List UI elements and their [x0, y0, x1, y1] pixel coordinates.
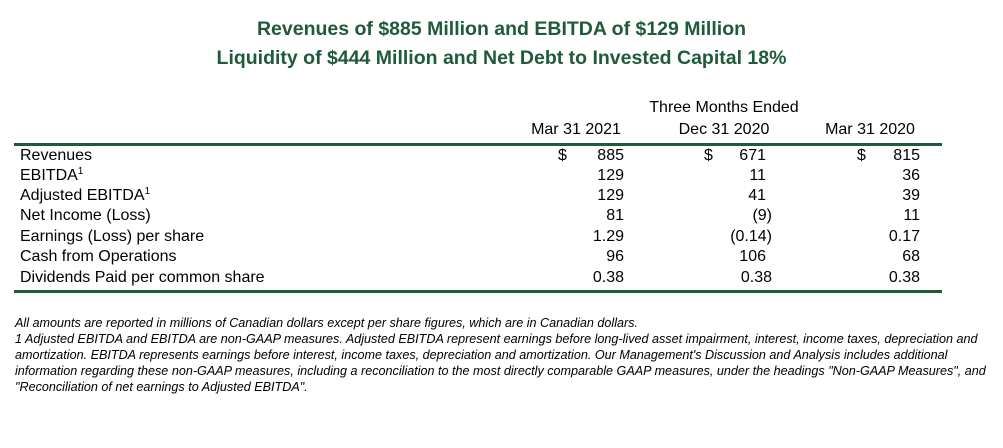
table-row-earnings-per-share: Earnings (Loss) per share 1.29 (0.14) 0.…: [0, 227, 1003, 247]
footnote-currency: All amounts are reported in millions of …: [15, 316, 639, 330]
cell-value: 885: [597, 147, 624, 164]
title-line-1: Revenues of $885 Million and EBITDA of $…: [256, 18, 747, 40]
currency-symbol: $: [857, 147, 866, 164]
cell-value: 129: [597, 187, 624, 204]
footnote-marker: 1: [144, 186, 151, 197]
table-row-dividends-paid: Dividends Paid per common share 0.38 0.3…: [0, 268, 1003, 288]
footnote-marker: 1: [77, 166, 84, 177]
row-label: EBITDA1: [20, 166, 84, 185]
cell-value: 81: [606, 207, 624, 224]
column-header-mar-2020: Mar 31 2020: [825, 121, 915, 138]
row-label: Revenues: [20, 147, 93, 164]
cell-value: 96: [606, 248, 624, 265]
table-row-cash-from-operations: Cash from Operations 96 106 68: [0, 247, 1003, 267]
table-row-revenues: Revenues $ 885 $ 671 $ 815: [0, 146, 1003, 166]
table-row-net-income: Net Income (Loss) 81 (9) 11: [0, 206, 1003, 226]
cell-value: (9): [752, 207, 772, 224]
column-header-dec-2020: Dec 31 2020: [678, 121, 770, 138]
row-label: Adjusted EBITDA1: [20, 186, 151, 205]
footnotes: All amounts are reported in millions of …: [15, 315, 1000, 395]
cell-value: 106: [739, 248, 766, 265]
cell-value: 68: [902, 248, 920, 265]
cell-value: 0.38: [592, 269, 624, 286]
row-label: Cash from Operations: [20, 248, 177, 265]
group-header-three-months-ended: Three Months Ended: [649, 99, 799, 116]
currency-symbol: $: [558, 147, 567, 164]
cell-value: 36: [902, 167, 920, 184]
cell-value: 1.29: [592, 228, 624, 245]
cell-value: 11: [749, 167, 766, 184]
currency-symbol: $: [704, 147, 713, 164]
cell-value: 41: [748, 187, 766, 204]
cell-value: 129: [597, 167, 624, 184]
column-header-mar-2021: Mar 31 2021: [531, 121, 621, 138]
title-line-2: Liquidity of $444 Million and Net Debt t…: [216, 47, 787, 69]
cell-value: 0.38: [888, 269, 920, 286]
table-top-rule: [14, 143, 942, 146]
cell-value: (0.14): [730, 228, 772, 245]
table-bottom-rule: [14, 290, 942, 293]
row-label: Net Income (Loss): [20, 207, 151, 224]
cell-value: 11: [903, 207, 920, 224]
table-row-ebitda: EBITDA1 129 11 36: [0, 166, 1003, 186]
footnote-non-gaap: 1 Adjusted EBITDA and EBITDA are non-GAA…: [15, 332, 986, 394]
row-label: Dividends Paid per common share: [20, 269, 265, 286]
table-row-adjusted-ebitda: Adjusted EBITDA1 129 41 39: [0, 186, 1003, 206]
cell-value: 0.17: [888, 228, 920, 245]
cell-value: 815: [893, 147, 920, 164]
cell-value: 39: [902, 187, 920, 204]
cell-value: 671: [739, 147, 766, 164]
row-label: Earnings (Loss) per share: [20, 228, 205, 245]
cell-value: 0.38: [740, 269, 772, 286]
